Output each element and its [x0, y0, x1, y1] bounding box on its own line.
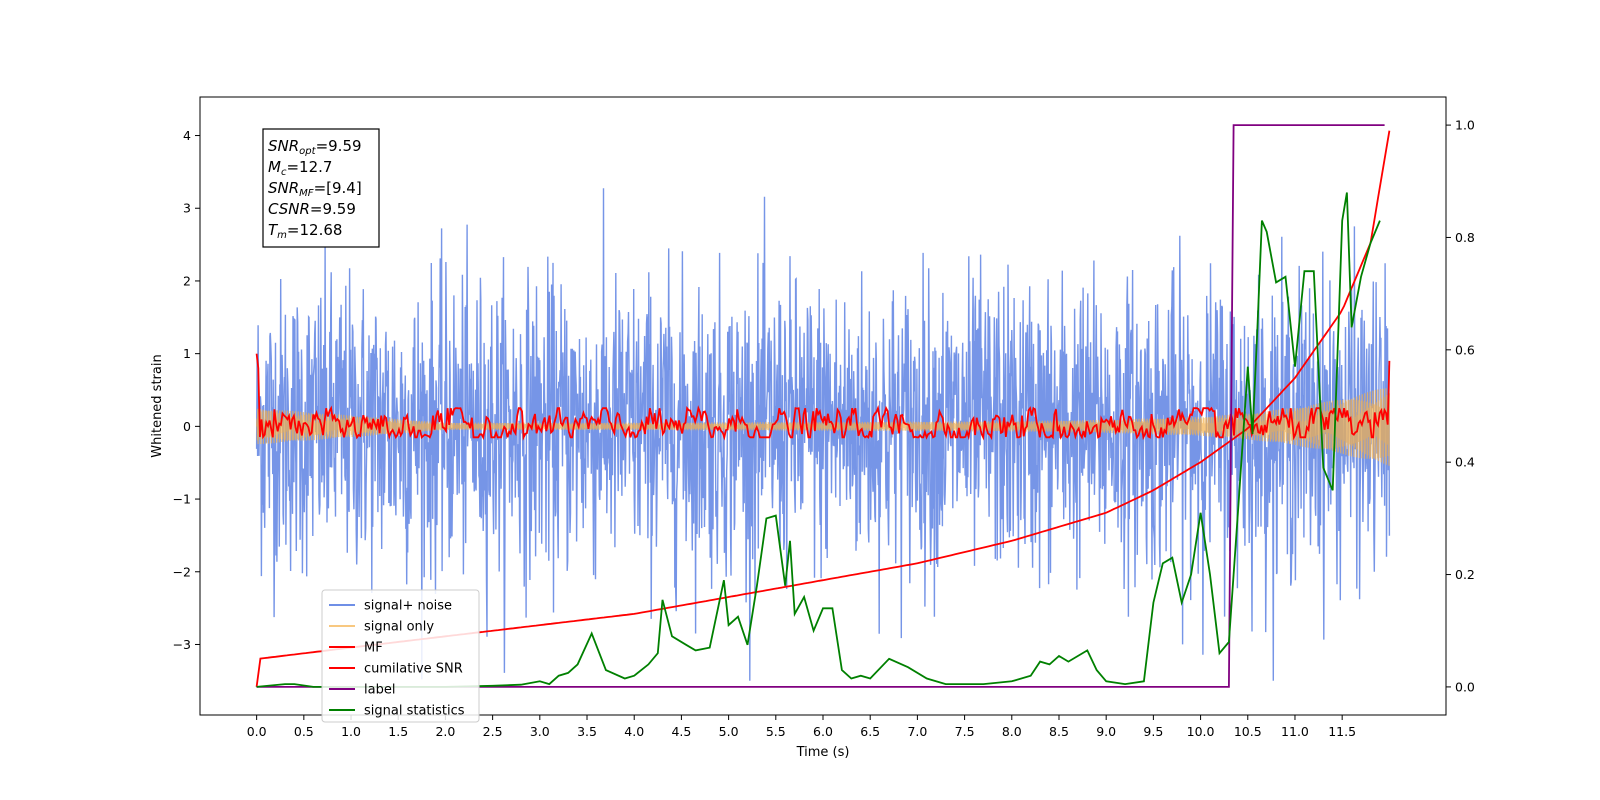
x-tick-label: 4.0 [624, 724, 644, 739]
x-tick-label: 2.0 [435, 724, 455, 739]
x-tick-label: 6.5 [860, 724, 880, 739]
x-tick-label: 4.5 [671, 724, 691, 739]
x-tick-label: 5.0 [719, 724, 739, 739]
x-tick-label: 7.5 [955, 724, 975, 739]
legend: signal+ noise signal only MF cumilative SNR… [321, 589, 480, 723]
x-tick-label: 11.5 [1328, 724, 1356, 739]
x-tick-label: 9.5 [1143, 724, 1163, 739]
x-tick-label: 1.0 [341, 724, 361, 739]
x-tick-label: 3.5 [577, 724, 597, 739]
legend-label: signal only [364, 620, 434, 635]
annotation-line: SNRMF=[9.4] [268, 179, 362, 199]
annotation-line: SNRopt=9.59 [268, 137, 362, 157]
y2-tick-label: 0.2 [1455, 567, 1475, 582]
y-axis-right: 0.0 0.2 0.4 0.6 0.8 1.0 [1446, 118, 1475, 694]
series-label [256, 124, 1385, 688]
x-tick-label: 1.5 [388, 724, 408, 739]
legend-label: signal statistics [364, 704, 465, 719]
y-tick-label: −3 [173, 637, 191, 652]
series-mf [255, 353, 1391, 441]
x-tick-label: 10.5 [1234, 724, 1262, 739]
x-tick-label: 9.0 [1096, 724, 1116, 739]
y2-tick-label: 0.0 [1455, 679, 1475, 694]
x-tick-label: 0.0 [247, 724, 267, 739]
x-tick-label: 5.5 [766, 724, 786, 739]
x-tick-label: 0.5 [294, 724, 314, 739]
x-tick-label: 6.0 [813, 724, 833, 739]
y-tick-label: −1 [173, 492, 191, 507]
x-tick-label: 8.5 [1049, 724, 1069, 739]
legend-label: cumilative SNR [364, 662, 463, 677]
y2-tick-label: 1.0 [1455, 118, 1475, 133]
y2-tick-label: 0.6 [1455, 342, 1475, 357]
y-tick-label: 3 [183, 201, 191, 216]
annotation-line: CSNR=9.59 [268, 200, 356, 218]
y2-tick-label: 0.4 [1455, 455, 1475, 470]
annotation-line: Mc=12.7 [268, 158, 332, 178]
x-tick-label: 7.0 [907, 724, 927, 739]
x-axis-label: Time (s) [796, 745, 850, 760]
y-tick-label: 4 [183, 128, 191, 143]
y-tick-label: −2 [173, 564, 191, 579]
x-tick-label: 3.0 [530, 724, 550, 739]
y-axis-left: −3 −2 −1 0 1 2 3 4 [173, 128, 200, 652]
x-tick-label: 8.0 [1002, 724, 1022, 739]
x-axis: 0.0 0.5 1.0 1.5 2.0 2.5 3.0 3.5 4.0 4.5 5.0 5.5 6.0 6… [247, 715, 1356, 739]
y-tick-label: 2 [183, 273, 191, 288]
x-tick-label: 10.0 [1187, 724, 1215, 739]
legend-label: MF [364, 641, 383, 656]
annotation-line: Tm=12.68 [268, 221, 342, 241]
x-tick-label: 2.5 [483, 724, 503, 739]
y-tick-label: 1 [183, 346, 191, 361]
series-signal-statistics [256, 192, 1381, 688]
y2-tick-label: 0.8 [1455, 230, 1475, 245]
x-tick-label: 11.0 [1281, 724, 1309, 739]
y-tick-label: 0 [183, 419, 191, 434]
y-axis-label: Whitened strain [150, 354, 165, 457]
legend-label: signal+ noise [364, 599, 452, 614]
legend-label: label [364, 683, 395, 698]
